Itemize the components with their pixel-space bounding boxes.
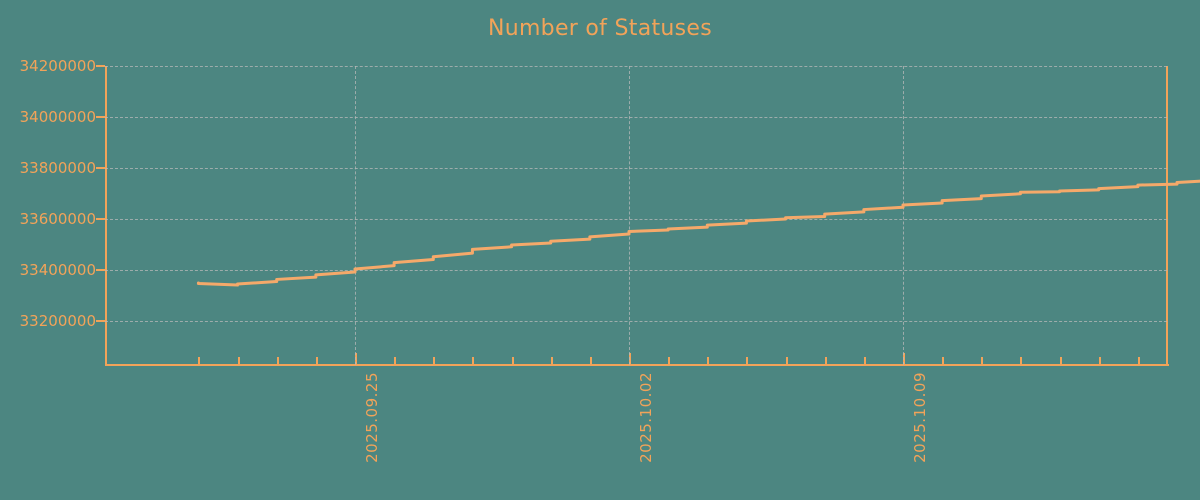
x-axis-tick-mark-minor [668,357,671,365]
x-axis-line [105,364,1169,366]
y-axis-tick-label: 33600000 [19,210,96,228]
x-axis-tick-mark-minor [550,357,553,365]
x-axis-tick-mark-minor [746,357,749,365]
gridline-horizontal [105,321,1167,322]
y-axis-tick-mark [96,167,105,169]
x-axis-tick-mark-minor [981,357,984,365]
plot-right-border [1166,66,1168,366]
y-axis-tick-label: 33800000 [19,159,96,177]
y-axis-tick-label: 33400000 [19,261,96,279]
y-axis-tick-label: 34000000 [19,108,96,126]
y-axis-tick-label: 34200000 [19,57,96,75]
x-axis-tick-mark-minor [589,357,592,365]
y-axis-line [105,66,107,366]
series-polyline [196,179,1200,287]
y-axis-tick-mark [96,65,105,67]
x-axis-tick-mark-minor [863,357,866,365]
x-axis-tick-mark-minor [315,357,318,365]
y-axis-tick-mark [96,269,105,271]
x-axis-tick-mark-minor [942,357,945,365]
x-axis-tick-mark-major [903,353,905,365]
x-axis-tick-mark-minor [1098,357,1101,365]
x-axis-tick-mark-minor [1137,357,1140,365]
gridline-horizontal [105,270,1167,271]
plot-area [105,66,1200,365]
y-axis-tick-mark [96,116,105,118]
x-axis-tick-mark-minor [237,357,240,365]
x-axis-tick-mark-minor [785,357,788,365]
gridline-vertical [629,66,630,365]
x-axis-tick-mark-major [355,353,357,365]
gridline-horizontal [105,117,1167,118]
x-axis-tick-mark-minor [198,357,201,365]
gridline-vertical [355,66,356,365]
gridline-horizontal [105,66,1167,67]
x-axis-tick-mark-minor [824,357,827,365]
x-axis-tick-mark-minor [472,357,475,365]
gridline-horizontal [105,168,1167,169]
x-axis-tick-mark-minor [276,357,279,365]
gridline-vertical [903,66,904,365]
y-axis-tick-mark [96,320,105,322]
x-axis-tick-mark-minor [394,357,397,365]
gridline-horizontal [105,219,1167,220]
x-axis-tick-mark-minor [1059,357,1062,365]
y-axis-tick-mark [96,218,105,220]
x-axis-tick-mark-major [629,353,631,365]
y-axis-tick-label: 33200000 [19,312,96,330]
x-axis-tick-mark-minor [433,357,436,365]
chart-title: Number of Statuses [487,16,713,41]
x-axis-tick-label: 2025.10.09 [911,372,929,463]
x-axis-tick-label: 2025.10.02 [637,372,655,463]
x-axis-tick-mark-minor [1020,357,1023,365]
x-axis-tick-mark-minor [511,357,514,365]
series-line-number-of-statuses [196,179,1200,287]
x-axis-tick-label: 2025.09.25 [363,372,381,463]
x-axis-tick-mark-minor [707,357,710,365]
